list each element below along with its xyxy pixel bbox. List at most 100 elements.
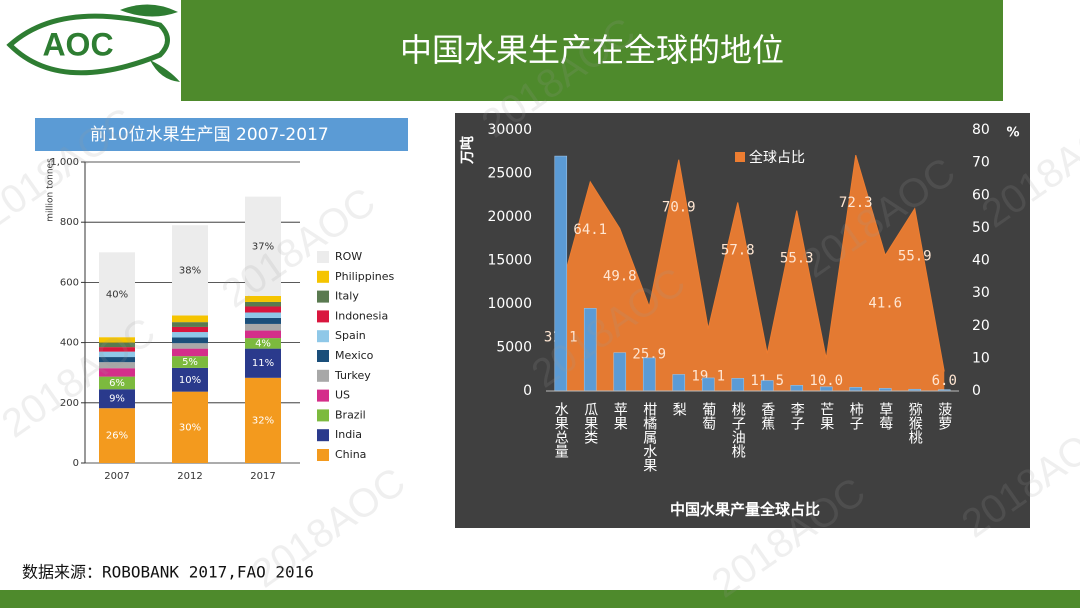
legend-swatch bbox=[317, 310, 329, 323]
legend-label: Brazil bbox=[335, 408, 366, 421]
y2-tick-label: 10 bbox=[972, 350, 990, 366]
share-label: 4% bbox=[255, 338, 271, 349]
bar-segment bbox=[99, 351, 135, 358]
legend-label: India bbox=[335, 428, 362, 441]
y-tick-label: 600 bbox=[60, 277, 79, 288]
bar-segment bbox=[172, 322, 208, 327]
bar bbox=[672, 374, 686, 392]
data-label: 72.3 bbox=[839, 195, 873, 211]
legend-label: Turkey bbox=[334, 369, 371, 382]
legend-label: Spain bbox=[335, 329, 366, 342]
legend-swatch bbox=[317, 350, 329, 362]
legend-swatch bbox=[317, 409, 329, 422]
bar-segment bbox=[172, 348, 208, 357]
source-note: 数据来源：ROBOBANK 2017,FAO 2016 bbox=[22, 563, 314, 582]
y-tick-label: 5000 bbox=[496, 340, 532, 356]
y2-tick-label: 50 bbox=[972, 220, 990, 236]
bar-segment bbox=[245, 312, 281, 318]
x-tick-label: 苹果 bbox=[612, 402, 628, 430]
bar-segment bbox=[99, 347, 135, 352]
bar-segment bbox=[172, 337, 208, 344]
bar-segment bbox=[99, 362, 135, 369]
x-tick-label: 猕猴桃 bbox=[907, 402, 923, 445]
share-label: 40% bbox=[106, 290, 128, 301]
bar bbox=[613, 352, 627, 392]
y2-tick-label: 80 bbox=[972, 122, 990, 138]
legend-swatch bbox=[317, 429, 329, 442]
x-tick-label: 芒果 bbox=[818, 402, 834, 430]
y-tick-label: 15000 bbox=[487, 253, 532, 269]
y-tick-label: 10000 bbox=[487, 296, 532, 312]
area-line bbox=[560, 154, 945, 372]
bar-segment bbox=[99, 389, 135, 409]
x-tick-label: 水果总量 bbox=[553, 402, 569, 458]
y2-tick-label: 70 bbox=[972, 155, 990, 171]
legend-label: China bbox=[335, 448, 366, 461]
share-label: 11% bbox=[252, 358, 274, 369]
logo: AOC bbox=[6, 4, 180, 82]
bar-segment bbox=[245, 377, 281, 463]
y-tick-label: 0 bbox=[73, 458, 79, 469]
legend-label: Italy bbox=[335, 290, 359, 303]
legend-swatch bbox=[317, 270, 329, 283]
bar-segment bbox=[245, 348, 281, 378]
share-label: 10% bbox=[179, 375, 201, 386]
bar-segment bbox=[99, 252, 135, 338]
data-label: 57.8 bbox=[721, 242, 755, 258]
legend-swatch bbox=[317, 449, 329, 461]
share-label: 5% bbox=[182, 357, 198, 368]
y-tick-label: 25000 bbox=[487, 166, 532, 182]
y-tick-label: 400 bbox=[60, 338, 79, 349]
share-label: 32% bbox=[252, 415, 274, 426]
x-tick-label: 李子 bbox=[789, 402, 805, 430]
x-tick-label: 香蕉 bbox=[759, 402, 775, 431]
legend-swatch bbox=[735, 152, 745, 162]
legend-swatch bbox=[317, 389, 329, 402]
x-tick-label: 柿子 bbox=[848, 401, 864, 430]
legend-label: ROW bbox=[335, 250, 362, 263]
y-tick-label: 1,000 bbox=[50, 157, 79, 168]
data-label: 25.9 bbox=[632, 347, 666, 363]
data-label: 55.3 bbox=[780, 251, 814, 267]
footer-bar bbox=[0, 590, 1080, 608]
bar bbox=[554, 155, 568, 392]
chart1-y-label: million tonnes bbox=[46, 158, 56, 222]
header-bar bbox=[181, 0, 1003, 101]
legend-swatch bbox=[317, 290, 329, 303]
bar-segment bbox=[99, 337, 135, 343]
bar-segment bbox=[99, 376, 135, 390]
bar-segment bbox=[245, 301, 281, 307]
data-label: 19.1 bbox=[691, 369, 725, 385]
y2-tick-label: 30 bbox=[972, 285, 990, 301]
bar-segment bbox=[172, 356, 208, 368]
bar bbox=[731, 378, 745, 392]
chart1-title-bar bbox=[35, 118, 408, 151]
y-tick-label: 200 bbox=[60, 398, 79, 409]
y-tick-label: 800 bbox=[60, 217, 79, 228]
share-label: 9% bbox=[109, 394, 125, 405]
data-label: 49.8 bbox=[603, 269, 637, 285]
bar-segment bbox=[172, 315, 208, 323]
y2-tick-label: 20 bbox=[972, 318, 990, 334]
x-tick-label: 2017 bbox=[250, 471, 275, 482]
bar-segment bbox=[245, 323, 281, 331]
bar-segment bbox=[245, 338, 281, 349]
chart2-y-label: 万吨 bbox=[459, 136, 476, 165]
y2-tick-label: 60 bbox=[972, 187, 990, 203]
legend-label: Mexico bbox=[335, 349, 374, 362]
bar bbox=[849, 387, 863, 392]
share-label: 6% bbox=[109, 378, 125, 389]
logo-text: AOC bbox=[42, 26, 113, 62]
bar-segment bbox=[172, 332, 208, 338]
bar-segment bbox=[245, 196, 281, 296]
bar-segment bbox=[172, 343, 208, 349]
bar-segment bbox=[245, 295, 281, 302]
legend-swatch bbox=[317, 251, 329, 263]
data-label: 6.0 bbox=[932, 373, 957, 389]
bar-segment bbox=[99, 342, 135, 348]
data-label: 55.9 bbox=[898, 249, 932, 265]
x-tick-label: 菠萝 bbox=[936, 402, 952, 430]
bar-segment bbox=[99, 368, 135, 377]
bar bbox=[819, 386, 833, 392]
